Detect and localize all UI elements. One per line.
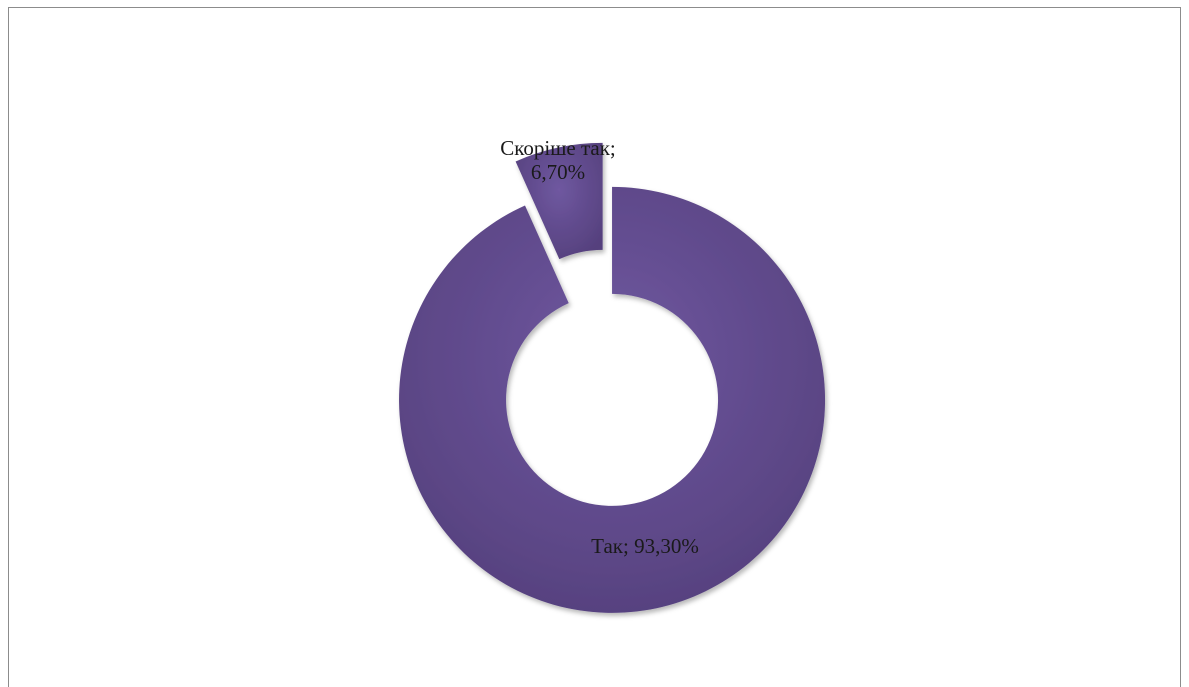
- slice-2: [515, 142, 603, 260]
- data-label-2-line-1: Скоріше так;: [500, 136, 616, 160]
- data-label-2-line-2: 6,70%: [531, 160, 585, 184]
- data-label-1-line-1: Так; 93,30%: [591, 534, 699, 558]
- data-label-1: Так; 93,30%: [591, 534, 699, 558]
- data-label-2: Скоріше так; 6,70%: [500, 136, 616, 184]
- slice-1: [399, 186, 826, 613]
